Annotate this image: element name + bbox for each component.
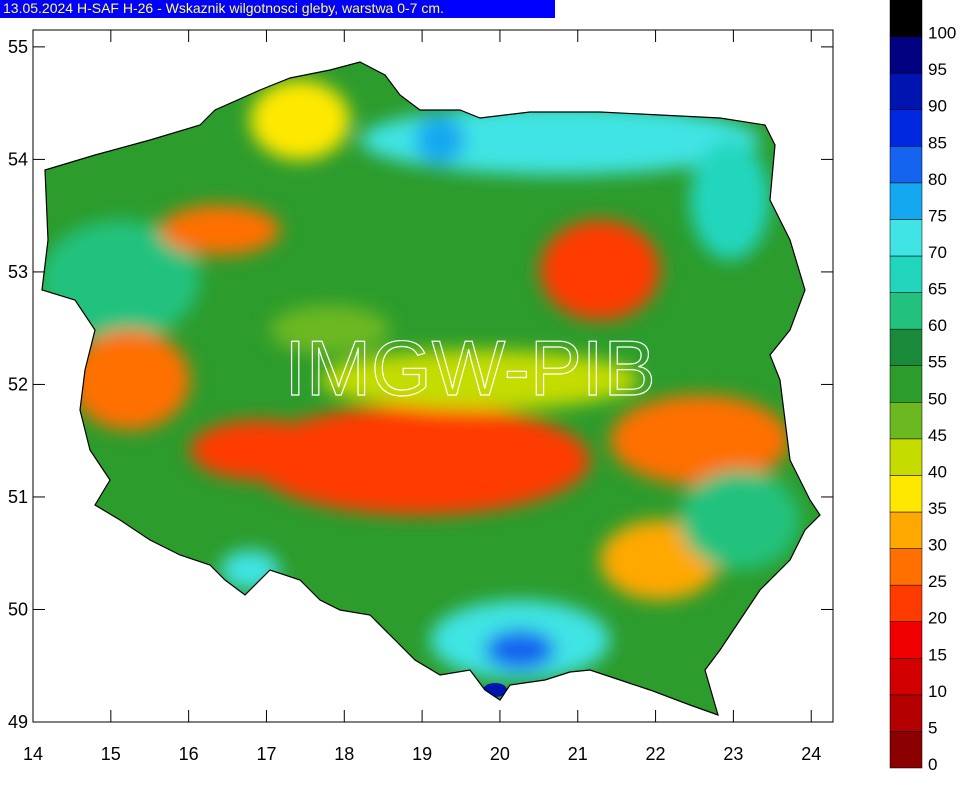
colorbar-label: 35 <box>928 499 947 518</box>
colorbar-segment <box>889 146 923 184</box>
y-tick-label: 53 <box>8 262 28 282</box>
colorbar-label: 100 <box>928 24 956 43</box>
colorbar-segment <box>889 0 923 37</box>
colorbar-label: 60 <box>928 316 947 335</box>
colorbar-label: 40 <box>928 462 947 481</box>
x-tick-label: 18 <box>334 744 354 764</box>
colorbar-label: 85 <box>928 133 947 152</box>
colorbar-segment <box>889 694 923 732</box>
colorbar-label: 25 <box>928 572 947 591</box>
soil-moisture-field <box>42 62 820 715</box>
colorbar-segment <box>889 219 923 257</box>
colorbar-label: 75 <box>928 206 947 225</box>
colorbar-label: 45 <box>928 426 947 445</box>
colorbar-label: 55 <box>928 353 947 372</box>
colorbar-label: 15 <box>928 645 947 664</box>
y-tick-label: 55 <box>8 37 28 57</box>
colorbar-segment <box>889 402 923 440</box>
x-tick-label: 21 <box>568 744 588 764</box>
x-tick-label: 17 <box>256 744 276 764</box>
colorbar-label: 10 <box>928 682 947 701</box>
colorbar-segment <box>889 621 923 659</box>
x-tick-label: 20 <box>490 744 510 764</box>
y-tick-label: 50 <box>8 599 28 619</box>
x-tick-label: 14 <box>23 744 43 764</box>
colorbar-label: 95 <box>928 60 947 79</box>
y-tick-label: 54 <box>8 149 28 169</box>
colorbar-segment <box>889 36 923 74</box>
colorbar-segment <box>889 292 923 330</box>
colorbar-label: 65 <box>928 280 947 299</box>
x-tick-label: 24 <box>801 744 821 764</box>
colorbar-label: 50 <box>928 389 947 408</box>
x-tick-label: 16 <box>179 744 199 764</box>
colorbar-label: 70 <box>928 243 947 262</box>
colorbar-segment <box>889 731 923 769</box>
x-tick-label: 22 <box>646 744 666 764</box>
x-tick-label: 15 <box>101 744 121 764</box>
y-tick-label: 49 <box>8 712 28 732</box>
colorbar-segment <box>889 109 923 147</box>
colorbar-segment <box>889 475 923 513</box>
colorbar-segment <box>889 511 923 549</box>
colorbar-segment <box>889 182 923 220</box>
colorbar-segment <box>889 584 923 622</box>
colorbar-segment <box>889 365 923 403</box>
y-tick-label: 51 <box>8 487 28 507</box>
colorbar-label: 5 <box>928 718 937 737</box>
colorbar-label: 0 <box>928 755 937 774</box>
colorbar-segment <box>889 658 923 696</box>
y-tick-label: 52 <box>8 374 28 394</box>
x-tick-label: 19 <box>412 744 432 764</box>
colorbar-label: 30 <box>928 536 947 555</box>
colorbar-segment <box>889 72 923 110</box>
colorbar: 0 5 10 15 20 25 30 35 40 45 50 55 60 65 70 75 80 85 90 95 10… <box>889 0 956 774</box>
colorbar-segment <box>889 328 923 366</box>
colorbar-segment <box>889 255 923 293</box>
watermark: IMGW-PIB <box>284 324 655 412</box>
colorbar-segment <box>889 438 923 476</box>
x-tick-label: 23 <box>723 744 743 764</box>
map-title: 13.05.2024 H-SAF H-26 - Wskaznik wilgotn… <box>3 0 444 16</box>
colorbar-segment <box>889 548 923 586</box>
title-box <box>0 0 555 18</box>
colorbar-label: 20 <box>928 609 947 628</box>
colorbar-label: 90 <box>928 97 947 116</box>
colorbar-label: 80 <box>928 170 947 189</box>
axes: 14 15 16 17 18 19 20 21 22 23 24 49 50 51 52 53 54 55 <box>8 30 833 764</box>
